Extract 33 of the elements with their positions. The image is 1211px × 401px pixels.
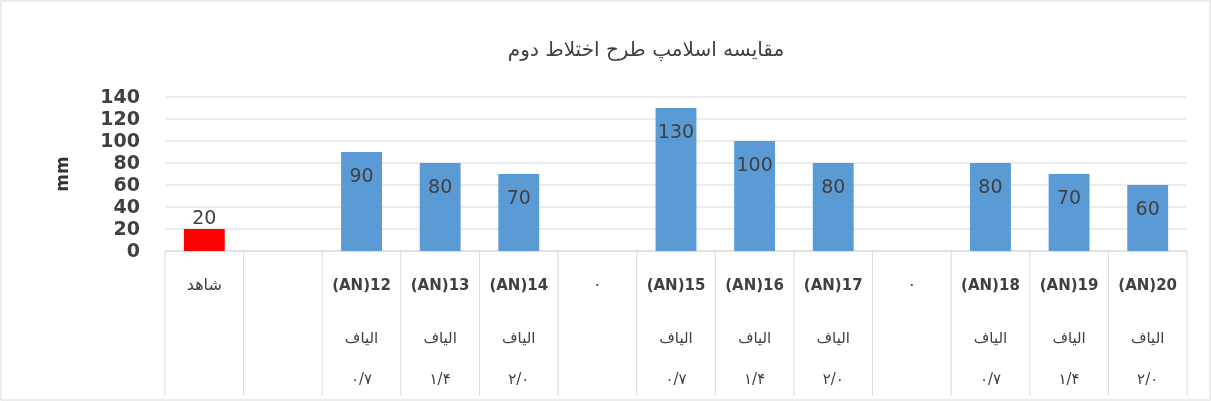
data-label: 130 bbox=[657, 120, 695, 142]
data-label: 90 bbox=[349, 164, 374, 186]
bar bbox=[419, 163, 461, 251]
data-label: 20 bbox=[192, 206, 217, 228]
bar bbox=[1127, 185, 1169, 251]
bar bbox=[183, 229, 225, 251]
y-tick-label: 60 bbox=[113, 173, 140, 195]
data-label: 80 bbox=[978, 175, 1003, 197]
bar bbox=[812, 163, 854, 251]
x-tick-label: ۰ bbox=[593, 275, 602, 294]
bar bbox=[498, 174, 540, 251]
y-tick-label: 140 bbox=[100, 85, 140, 107]
bar bbox=[1048, 174, 1090, 251]
data-label: 100 bbox=[736, 153, 773, 175]
data-label: 60 bbox=[1135, 197, 1160, 219]
data-label: 70 bbox=[506, 186, 531, 208]
bar bbox=[970, 163, 1011, 251]
data-label: 80 bbox=[428, 175, 453, 197]
y-tick-label: 120 bbox=[100, 107, 140, 129]
y-tick-label: 40 bbox=[113, 195, 140, 217]
y-tick-label: 20 bbox=[113, 217, 140, 239]
bar bbox=[655, 108, 697, 251]
y-axis-title: mm bbox=[52, 156, 72, 192]
chart-title: مقایسه اسلامپ طرح اختلاط دوم bbox=[507, 37, 785, 62]
x-tick-label: ۰ bbox=[907, 275, 917, 294]
data-label: 70 bbox=[1056, 186, 1082, 208]
y-tick-label: 100 bbox=[100, 129, 140, 151]
y-tick-label: 80 bbox=[113, 151, 140, 173]
y-tick-label: 0 bbox=[126, 239, 140, 261]
bar bbox=[734, 141, 776, 251]
bar bbox=[341, 152, 382, 251]
x-tick-label: شاهد bbox=[186, 275, 222, 294]
data-label: 80 bbox=[821, 175, 846, 197]
